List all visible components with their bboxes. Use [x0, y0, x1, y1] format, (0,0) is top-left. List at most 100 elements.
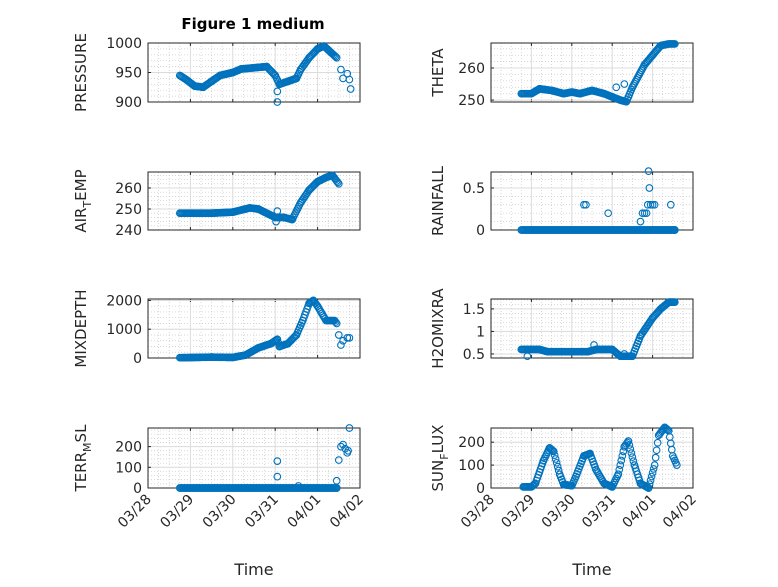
x-axis-label: Time	[233, 560, 273, 579]
axes-box	[490, 427, 694, 489]
data-point	[582, 200, 590, 209]
data-point	[552, 458, 561, 467]
data-point	[272, 217, 280, 226]
subplot-theta: 250 260 THETA	[429, 40, 694, 109]
y-axis-label: THETA	[429, 48, 447, 98]
subplot-sun-flux: 03/28 03/29 03/30 03/31 04/01 04/02 0 100 200 SUN…	[429, 423, 700, 579]
x-tick-label: 04/02	[327, 492, 367, 532]
data-point	[650, 200, 659, 209]
data-point	[620, 80, 629, 88]
data-point	[551, 455, 560, 463]
data-point	[332, 484, 341, 492]
data-point	[339, 440, 347, 449]
x-tick-label: 03/31	[242, 492, 282, 532]
data-point	[618, 452, 627, 460]
x-axis-label: Time	[571, 560, 611, 579]
y-tick-label: 1.5	[463, 302, 485, 318]
data-point	[273, 457, 282, 465]
y-axis-label: RAINFALL	[429, 165, 447, 236]
data-point	[334, 456, 343, 464]
data-point	[332, 53, 341, 62]
data-point	[530, 480, 539, 489]
data-point	[604, 209, 613, 218]
x-tick-label: 04/02	[660, 492, 700, 532]
y-tick-label: 100	[115, 460, 142, 476]
data-point	[670, 298, 679, 307]
figure-title: Figure 1 medium	[181, 15, 324, 33]
x-tick-label: 03/28	[115, 492, 155, 532]
data-point	[331, 318, 340, 326]
data-point	[636, 217, 645, 226]
data-point	[638, 209, 647, 218]
data-point	[337, 341, 345, 349]
data-point	[625, 441, 634, 449]
axes-box	[490, 298, 694, 359]
x-tick-label: 03/29	[498, 492, 538, 532]
data-point	[646, 476, 655, 485]
subplot-h2omixra: 0.5 1 1.5 H2OMIXRA	[429, 288, 694, 369]
data-point	[590, 341, 598, 349]
x-tick-label: 03/28	[458, 492, 498, 532]
data-point	[550, 451, 559, 460]
y-axis-label: MIXDEPTH	[72, 289, 90, 367]
data-point	[273, 207, 282, 215]
x-tick-label: 04/01	[285, 492, 325, 532]
data-point	[626, 445, 635, 453]
data-point	[346, 85, 355, 93]
data-point	[670, 40, 679, 48]
data-point	[273, 335, 282, 344]
data-point	[612, 83, 621, 92]
x-tick-label: 03/31	[579, 492, 619, 532]
y-tick-label: 200	[458, 435, 485, 451]
data-point	[614, 470, 623, 479]
data-point	[648, 200, 657, 209]
x-tick-label: 04/01	[620, 492, 660, 532]
axes-box	[147, 42, 361, 103]
subplot-pressure: 900 950 1000 PRESSURE	[72, 33, 361, 112]
data-point	[620, 350, 629, 358]
y-tick-label: 950	[115, 66, 142, 82]
data-point	[646, 200, 655, 209]
data-point	[332, 476, 341, 485]
data-point	[629, 457, 638, 465]
data-point	[334, 179, 343, 188]
data-point	[672, 461, 681, 469]
data-point	[617, 456, 626, 465]
y-axis-label: PRESSURE	[72, 33, 90, 112]
data-point	[616, 461, 625, 469]
y-axis-label: AIRTEMP	[72, 169, 94, 232]
data-point	[548, 446, 557, 455]
data-point	[663, 426, 672, 434]
data-point	[523, 352, 532, 361]
data-point	[343, 334, 352, 342]
x-tick-label: 03/30	[200, 492, 240, 532]
y-tick-label: 250	[115, 202, 142, 218]
data-point	[653, 438, 662, 447]
data-point	[644, 167, 653, 176]
subplot-mixdepth: 0 1000 2000 MIXDEPTH	[72, 289, 361, 368]
data-point	[640, 209, 649, 218]
y-tick-label: 250	[458, 93, 485, 109]
data-point	[553, 462, 562, 471]
y-axis-label: H2OMIXRA	[429, 288, 447, 369]
data-point	[649, 465, 658, 473]
data-point	[642, 209, 651, 218]
data-point	[645, 480, 654, 489]
y-tick-label: 260	[115, 181, 142, 197]
subplot-rainfall: 0 0.5 RAINFALL	[429, 165, 694, 239]
data-point	[330, 51, 339, 60]
data-point	[628, 453, 637, 461]
y-tick-label: 0	[476, 223, 485, 239]
y-tick-label: 0	[476, 481, 485, 497]
data-point	[645, 184, 654, 192]
data-point	[650, 461, 659, 469]
x-tick-label: 03/29	[157, 492, 197, 532]
data-point	[345, 334, 354, 342]
subplot-terr-msl: 03/28 03/29 03/30 03/31 04/01 04/02 0 100 200 TER…	[72, 424, 367, 579]
y-tick-label: 0.5	[463, 181, 485, 197]
y-tick-label: 0.5	[463, 347, 485, 363]
y-tick-label: 240	[115, 223, 142, 239]
data-point	[334, 331, 343, 339]
data-point	[273, 472, 282, 481]
data-point	[662, 425, 671, 433]
